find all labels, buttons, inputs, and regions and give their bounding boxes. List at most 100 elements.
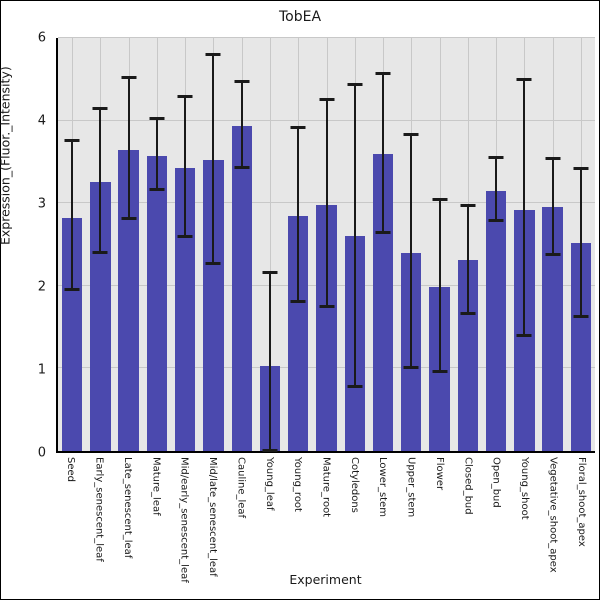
error-bar-cap-top: [319, 97, 334, 101]
error-bar-cap-top: [205, 53, 221, 57]
error-bar-cap-bottom: [403, 366, 419, 370]
error-bar-cap-bottom: [234, 165, 250, 169]
x-tick-label: Vegetative_shoot_apex: [547, 457, 559, 573]
error-bar-cap-bottom: [545, 253, 561, 257]
error-bar-line: [438, 199, 441, 372]
error-bar-cap-bottom: [92, 250, 108, 254]
bar-early-senescent-leaf: [90, 181, 111, 451]
error-bar-line: [495, 157, 498, 222]
y-tick-labels: 0 1 2 3 4 6: [1, 32, 46, 460]
x-tick-label: Early_senescent_leaf: [93, 457, 105, 562]
bar-mature-root: [316, 204, 337, 451]
error-bar-cap-bottom: [319, 305, 334, 309]
y-tick-label: 3: [37, 196, 46, 212]
error-bar-line: [212, 55, 215, 265]
plot-area: [56, 37, 595, 453]
error-bar-cap-top: [460, 203, 476, 207]
x-tick-label: Lower_stem: [377, 457, 389, 517]
error-bar-line: [268, 273, 271, 451]
y-tick-label: 0: [37, 445, 46, 461]
error-bar-cap-bottom: [205, 262, 221, 266]
bar-mid-early-senescent-leaf: [175, 167, 196, 451]
error-bar-line: [155, 118, 158, 190]
error-bar-line: [297, 128, 300, 303]
x-tick-label: Young_root: [292, 457, 304, 512]
error-bar-line: [382, 74, 385, 233]
bar-lower-stem: [372, 154, 394, 451]
error-bar-line: [353, 85, 356, 387]
x-tick-label: Upper_stem: [405, 457, 417, 518]
x-tick-label: Open_bud: [490, 457, 502, 508]
error-bar-cap-top: [149, 116, 165, 120]
bar-floral-shoot-apex: [570, 242, 592, 451]
error-bar-line: [551, 159, 554, 256]
error-bar-cap-bottom: [488, 219, 504, 223]
error-bar-cap-top: [488, 155, 504, 159]
error-bar-cap-top: [234, 79, 250, 83]
bar-mid-late-senescent-leaf: [203, 160, 224, 451]
bar-open-bud: [485, 190, 507, 451]
chart-title: TobEA: [278, 9, 322, 25]
y-tick-label: 4: [37, 113, 46, 129]
error-bar-line: [184, 97, 187, 238]
y-tick-label: 2: [37, 279, 46, 295]
x-tick-label: Late_senescent_leaf: [121, 457, 133, 559]
x-tick-label: Closed_bud: [462, 457, 474, 515]
error-bar-cap-top: [347, 83, 363, 87]
x-tick-label: Mid/early_senescent_leaf: [178, 457, 190, 583]
error-bar-line: [99, 109, 102, 253]
error-bar-cap-bottom: [573, 315, 589, 319]
y-gridline: [58, 37, 595, 38]
error-bar-line: [71, 141, 74, 290]
error-bar-line: [466, 205, 469, 314]
x-tick-label: Mid/late_senescent_leaf: [207, 457, 219, 577]
x-tick-label: Young_leaf: [263, 457, 275, 511]
error-bar-cap-bottom: [149, 187, 165, 191]
error-bar-line: [325, 99, 328, 308]
x-tick-label: Mature_leaf: [150, 457, 162, 516]
x-tick-label: Young_shoot: [519, 457, 531, 520]
error-bar-line: [410, 135, 413, 369]
error-bar-cap-bottom: [64, 287, 80, 291]
error-bar-cap-top: [516, 78, 532, 82]
error-bar-cap-bottom: [347, 384, 363, 388]
error-bar-cap-top: [375, 72, 391, 76]
error-bar-cap-bottom: [177, 235, 193, 239]
bar-cauline-leaf: [231, 126, 252, 451]
error-bar-line: [127, 77, 130, 219]
error-bar-cap-top: [92, 107, 108, 111]
bar-seed: [61, 218, 83, 451]
error-bar-line: [240, 81, 243, 168]
error-bar-cap-top: [545, 157, 561, 161]
error-bar-cap-bottom: [460, 311, 476, 315]
bar-young-root: [288, 215, 309, 451]
error-bar-cap-top: [121, 75, 137, 79]
bar-vegetative-shoot-apex: [542, 207, 563, 451]
error-bar-cap-bottom: [516, 334, 532, 338]
error-bar-cap-top: [177, 95, 193, 99]
error-bar-cap-top: [262, 271, 278, 275]
x-tick-label: Cauline_leaf: [235, 457, 247, 519]
x-gridline: [269, 38, 271, 451]
x-tick-label: Seed: [65, 457, 77, 482]
error-bar-cap-bottom: [375, 230, 391, 234]
x-tick-labels: Seed Early_senescent_leaf Late_senescent_l…: [56, 457, 595, 583]
error-bar-cap-top: [64, 139, 80, 143]
error-bar-line: [579, 168, 582, 318]
error-bar-cap-bottom: [262, 449, 278, 452]
bar-late-senescent-leaf: [118, 149, 139, 451]
error-bar-cap-bottom: [290, 300, 306, 304]
error-bar-cap-top: [573, 166, 589, 170]
error-bar-cap-top: [432, 197, 448, 201]
x-tick-label: Cotyledons: [348, 457, 360, 513]
y-tick-label: 6: [37, 30, 46, 46]
error-bar-cap-top: [290, 126, 306, 130]
error-bar-cap-bottom: [121, 216, 137, 220]
y-tick-label: 1: [37, 362, 46, 378]
error-bar-cap-top: [403, 133, 419, 137]
bar-closed-bud: [457, 260, 478, 451]
bar-mature-leaf: [146, 156, 168, 451]
error-bar-line: [523, 80, 526, 337]
x-tick-label: Flower: [433, 457, 445, 491]
